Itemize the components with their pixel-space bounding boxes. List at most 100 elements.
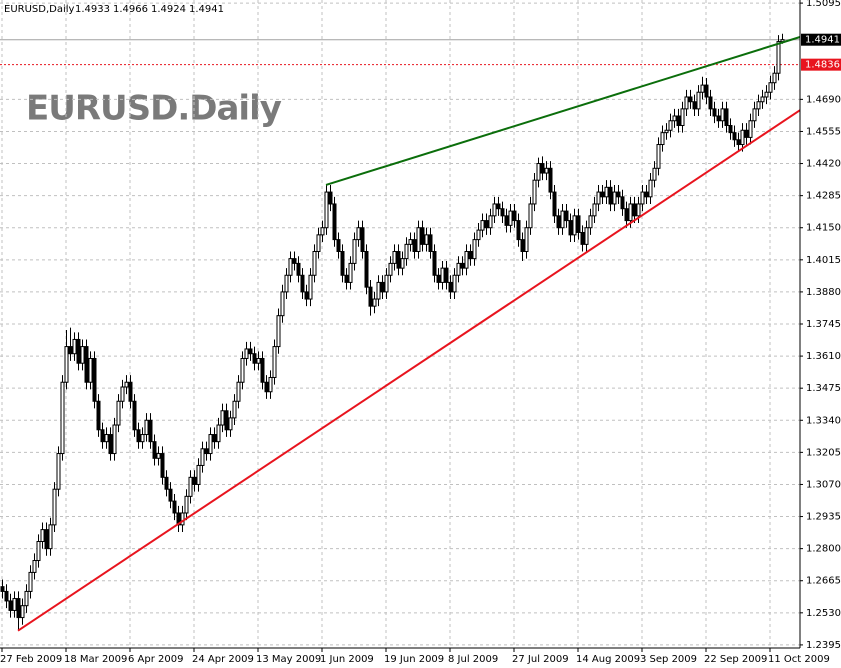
candle-body bbox=[744, 129, 749, 138]
candle-body bbox=[740, 129, 745, 146]
candle-body bbox=[100, 429, 105, 443]
candle-body bbox=[732, 132, 737, 141]
x-tick-label: 14 Aug 2009 bbox=[576, 654, 640, 665]
candle-body bbox=[488, 215, 493, 229]
candle-body bbox=[392, 250, 397, 264]
candle-body bbox=[92, 357, 97, 402]
candle-body bbox=[84, 346, 89, 383]
x-tick-label: 6 Apr 2009 bbox=[128, 654, 183, 665]
candle-body bbox=[456, 262, 461, 276]
x-tick-label: 24 Apr 2009 bbox=[192, 654, 254, 665]
candle-body bbox=[496, 203, 501, 210]
candle-body bbox=[712, 108, 717, 117]
y-tick-label: 1.5095 bbox=[806, 0, 841, 9]
candle-body bbox=[248, 348, 253, 355]
candle-body bbox=[304, 291, 309, 300]
candle-body bbox=[336, 239, 341, 252]
candle-body bbox=[208, 434, 213, 455]
candle-body bbox=[604, 186, 609, 198]
candle-body bbox=[664, 129, 669, 134]
candle-body bbox=[564, 210, 569, 222]
header-open: 1.4933 bbox=[75, 4, 110, 15]
candle-body bbox=[32, 560, 37, 573]
candle-body bbox=[368, 286, 373, 307]
candle-body bbox=[516, 220, 521, 241]
candle-body bbox=[64, 346, 69, 383]
candle-body bbox=[356, 227, 361, 241]
y-tick-label: 1.3880 bbox=[806, 287, 841, 298]
candle-body bbox=[360, 227, 365, 252]
price-label-box bbox=[801, 58, 841, 71]
candle-body bbox=[632, 203, 637, 217]
y-tick-label: 1.2665 bbox=[806, 576, 841, 587]
candle-body bbox=[640, 191, 645, 205]
candle-body bbox=[0, 586, 5, 592]
candle-body bbox=[476, 229, 481, 241]
candle-body bbox=[256, 357, 261, 364]
candle-body bbox=[104, 434, 109, 443]
candle-body bbox=[48, 524, 53, 550]
candle-body bbox=[684, 96, 689, 110]
candle-body bbox=[408, 239, 413, 245]
candle-body bbox=[728, 125, 733, 134]
candle-body bbox=[112, 424, 117, 455]
candle-body bbox=[748, 120, 753, 138]
x-tick-label: 27 Jul 2009 bbox=[512, 654, 569, 665]
candle-body bbox=[312, 250, 317, 276]
candle-body bbox=[708, 96, 713, 110]
candle-body bbox=[116, 400, 121, 426]
candle-body bbox=[96, 400, 101, 431]
candle-body bbox=[520, 239, 525, 252]
candle-body bbox=[52, 488, 57, 526]
candle-body bbox=[400, 258, 405, 269]
candle-body bbox=[196, 464, 201, 485]
candle-body bbox=[384, 274, 389, 293]
candle-body bbox=[228, 417, 233, 431]
candle-body bbox=[592, 203, 597, 217]
candle-body bbox=[124, 381, 129, 388]
candle-body bbox=[548, 167, 553, 193]
candle-body bbox=[404, 243, 409, 260]
candle-body bbox=[380, 281, 385, 293]
candle-body bbox=[628, 203, 633, 222]
candle-body bbox=[536, 163, 541, 181]
candle-body bbox=[588, 215, 593, 229]
candle-body bbox=[332, 203, 337, 241]
candle-body bbox=[260, 357, 265, 383]
candle-body bbox=[344, 274, 349, 283]
candle-body bbox=[424, 234, 429, 245]
trendline bbox=[325, 36, 801, 186]
candle-body bbox=[756, 101, 761, 110]
candle-body bbox=[44, 529, 49, 550]
candle-body bbox=[772, 72, 777, 84]
y-tick-label: 1.4690 bbox=[806, 94, 841, 105]
candle-body bbox=[416, 227, 421, 252]
candle-body bbox=[736, 139, 741, 146]
candle-body bbox=[500, 208, 505, 217]
candle-body bbox=[340, 250, 345, 276]
x-tick-label: 18 Mar 2009 bbox=[64, 654, 127, 665]
price-label-box bbox=[801, 33, 841, 46]
candle-body bbox=[364, 250, 369, 288]
candle-body bbox=[280, 291, 285, 317]
candle-body bbox=[252, 353, 257, 364]
x-tick-label: 3 Sep 2009 bbox=[640, 654, 697, 665]
x-tick-label: 13 May 2009 bbox=[256, 654, 321, 665]
candle-body bbox=[492, 203, 497, 217]
candle-body bbox=[584, 227, 589, 245]
candle-body bbox=[4, 590, 9, 602]
candle-body bbox=[376, 281, 381, 300]
candle-body bbox=[372, 298, 377, 307]
candle-body bbox=[412, 239, 417, 252]
candle-body bbox=[192, 476, 197, 485]
candle-body bbox=[28, 571, 33, 592]
candle-body bbox=[464, 250, 469, 269]
candle-body bbox=[164, 476, 169, 490]
candle-body bbox=[156, 453, 161, 459]
candle-body bbox=[172, 500, 177, 514]
candle-body bbox=[540, 163, 545, 174]
candle-body bbox=[136, 429, 141, 443]
candle-body bbox=[120, 386, 125, 402]
candle-body bbox=[272, 346, 277, 378]
